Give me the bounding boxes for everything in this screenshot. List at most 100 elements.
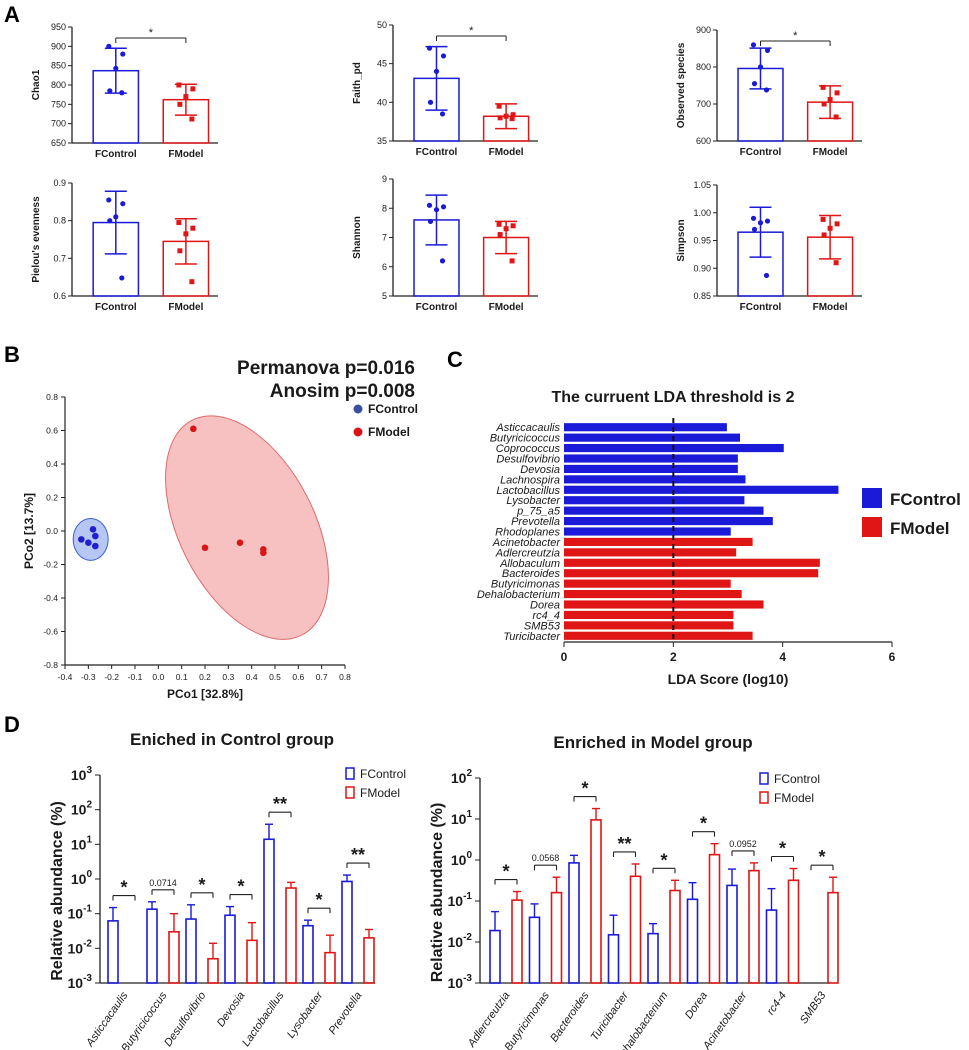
bar-fcontrol (765, 909, 778, 984)
taxon-label: Dehalobacterium (477, 589, 560, 601)
lda-bar (564, 610, 734, 619)
taxon-label: Desulfovibrio (496, 454, 560, 466)
y-tick-label: 0.85 (693, 291, 711, 301)
data-point (820, 216, 826, 222)
y-tick-label: 10-3 (448, 973, 473, 991)
x-tick-label: Bacteroides (548, 989, 591, 1044)
x-tick-label: FModel (489, 147, 524, 158)
data-point (176, 220, 182, 226)
x-tick-label: FModel (489, 302, 524, 313)
data-point (497, 115, 503, 121)
data-point (189, 279, 195, 285)
y-tick-label: 40 (377, 97, 387, 107)
y-tick-label: 35 (377, 136, 387, 146)
x-tick-label: 6 (889, 650, 896, 664)
y-tick-label: -0.6 (43, 627, 58, 637)
legend-label-fmodel: FModel (774, 791, 814, 805)
bar-fmodel (629, 875, 642, 984)
x-tick-label: 0.8 (339, 672, 351, 682)
x-tick-label: FControl (740, 147, 782, 158)
data-point (433, 68, 440, 74)
bar-fcontrol (302, 924, 314, 984)
data-point-fcontrol (89, 526, 97, 533)
data-point (107, 218, 113, 224)
data-point (833, 114, 839, 120)
y-tick-label: 10-1 (68, 904, 93, 922)
y-tick-label: 600 (696, 136, 711, 146)
y-axis-label: Relative abundance (%) (49, 801, 66, 981)
x-tick-label: -0.1 (128, 672, 143, 682)
data-point (503, 226, 509, 232)
lda-bar (564, 506, 764, 515)
y-tick-label: 0.6 (53, 291, 66, 301)
bar-fmodel (590, 819, 602, 984)
x-tick-label: FControl (740, 302, 782, 313)
x-tick-label: 0 (561, 650, 568, 664)
y-tick-label: 0.95 (693, 236, 711, 246)
bar-fmodel (787, 879, 800, 984)
y-axis-label: Chao1 (31, 69, 42, 100)
y-tick-label: 101 (451, 809, 473, 827)
y-tick-label: 950 (51, 22, 66, 32)
y-tick-label: 6 (382, 262, 387, 272)
x-tick-label: Devosia (215, 990, 248, 1029)
x-tick-label: FModel (813, 302, 848, 313)
lda-bar (564, 579, 731, 588)
x-tick-label: 0.5 (269, 672, 281, 682)
x-tick-label: 0.1 (176, 672, 188, 682)
significance-label: 0.0714 (149, 878, 177, 888)
taxon-label: Allobaculum (499, 558, 560, 570)
y-tick-label: 102 (451, 768, 473, 786)
legend-swatch-fmodel (759, 791, 769, 804)
data-point (763, 272, 770, 279)
taxon-label: Prevotella (511, 516, 560, 528)
data-point (190, 86, 196, 92)
taxon-label: Butyricimonas (491, 579, 561, 591)
lda-bar (564, 517, 773, 526)
data-point (177, 101, 183, 107)
data-point (440, 204, 447, 210)
data-point (427, 218, 434, 225)
panel-label-c: C (447, 347, 463, 372)
legend-label-fcontrol: FControl (890, 490, 961, 509)
data-point (189, 116, 195, 122)
data-point (764, 47, 771, 53)
bar-fmodel (827, 891, 839, 984)
panel-b-pcoa: -0.4 -0.3 -0.2 -0.1 0.0 0.1 0.2 0.3 0.4 0.5 0.6 0.7… (22, 358, 418, 701)
data-point (433, 207, 440, 213)
data-point (120, 201, 126, 207)
x-tick-label: 4 (779, 650, 786, 664)
bar-fcontrol (146, 908, 158, 984)
x-tick-label: Lactobacillus (240, 989, 287, 1048)
significance-label: * (581, 779, 588, 799)
y-tick-label: 10-2 (448, 932, 473, 950)
data-point (183, 94, 189, 100)
data-point (763, 87, 770, 93)
data-point (757, 220, 764, 226)
taxon-label: SMB53 (524, 620, 561, 632)
panel-a-chao1: 650 700 750 800 850 900 950 Chao1 FControl FModel… (31, 22, 218, 160)
legend-marker-fcontrol (353, 404, 363, 414)
x-tick-label: 0.2 (199, 672, 211, 682)
bar-fcontrol (686, 898, 699, 984)
data-point (183, 231, 189, 237)
taxon-label: Lachnospira (500, 474, 560, 486)
significance-label: * (237, 877, 244, 897)
data-point (427, 99, 434, 105)
bar-fcontrol (528, 916, 541, 984)
data-point (426, 45, 433, 51)
x-tick-label: Lysobacter (285, 989, 326, 1041)
bar-fmodel (748, 869, 760, 984)
y-tick-label: 0.4 (46, 459, 58, 469)
y-tick-label: 800 (51, 80, 66, 90)
bar-fcontrol (607, 933, 620, 984)
data-point (827, 97, 833, 103)
y-axis-label: Simpson (676, 219, 687, 261)
data-point-fcontrol (92, 532, 99, 540)
y-axis-label: Relative abundance (%) (429, 803, 446, 983)
lda-bar (564, 631, 753, 640)
taxon-label: Dorea (530, 600, 560, 612)
x-tick-label: FControl (416, 302, 458, 313)
data-point-fcontrol (85, 539, 92, 547)
